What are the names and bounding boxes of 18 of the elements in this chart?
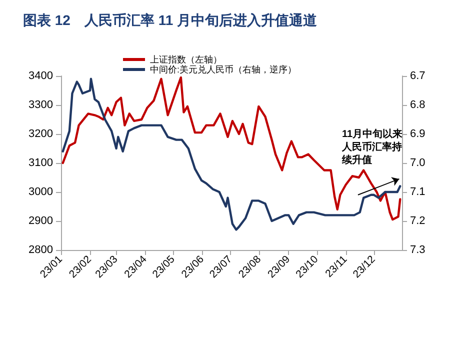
y-tick-label: 3200 — [28, 128, 53, 140]
y-tick-label: 2800 — [28, 244, 53, 256]
y-tick-label: 3000 — [28, 186, 53, 198]
chart-title: 图表 12 人民币汇率 11 月中旬后进入升值通道 — [23, 12, 318, 28]
y-tick-label: 3400 — [28, 70, 53, 82]
y-tick-label: 3300 — [28, 99, 53, 111]
y2-tick-label: 7.1 — [410, 186, 426, 198]
y2-tick-label: 7.3 — [410, 244, 426, 256]
y2-tick-label: 6.8 — [410, 99, 426, 111]
y2-tick-label: 6.7 — [410, 70, 426, 82]
legend-label: 上证指数（左轴） — [150, 54, 222, 64]
legend-label: 中间价:美元兑人民币（右轴，逆序） — [150, 64, 297, 74]
y-tick-label: 2900 — [28, 215, 53, 227]
y2-tick-label: 7.0 — [410, 157, 426, 169]
annotation: 11月中旬以来人民币汇率持续升值 — [341, 128, 403, 166]
y-tick-label: 3100 — [28, 157, 53, 169]
y2-tick-label: 7.2 — [410, 215, 426, 227]
y2-tick-label: 6.9 — [410, 128, 426, 140]
